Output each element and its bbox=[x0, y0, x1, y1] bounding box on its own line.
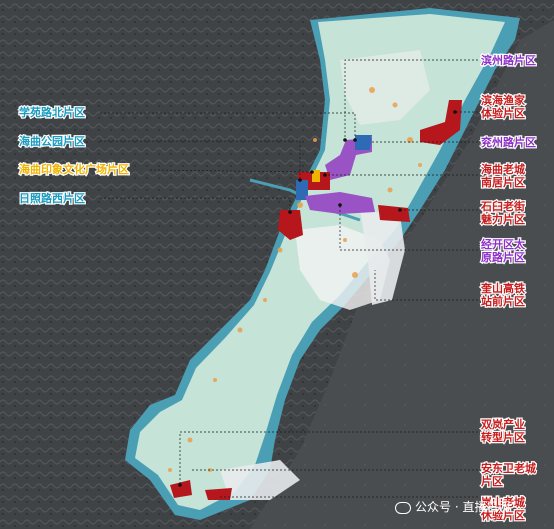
label-fishing-village: 滨海渔家 体验片区 bbox=[480, 93, 526, 121]
label-haiqu-park: 海曲公园片区 bbox=[18, 134, 86, 149]
watermark-text: 公众号 · 直播日照 bbox=[415, 500, 511, 514]
district-culture-plaza bbox=[312, 170, 320, 182]
district-haiqu-park bbox=[296, 180, 308, 200]
label-kuishan-station: 奎山高铁 站前片区 bbox=[480, 281, 526, 309]
district-shijiu-street bbox=[378, 205, 410, 222]
label-rizhao-road-west: 日照路西片区 bbox=[18, 191, 86, 206]
wechat-icon bbox=[395, 501, 411, 514]
label-xueyuan-road-north: 学苑路北片区 bbox=[18, 105, 86, 120]
label-haiqu-old-south: 海曲老城 南居片区 bbox=[480, 162, 526, 190]
label-binzhou-road: 滨州路片区 bbox=[480, 53, 537, 68]
connector-dots bbox=[178, 110, 457, 487]
district-rizhao-west bbox=[278, 210, 303, 240]
district-xueyuan-road bbox=[355, 135, 372, 150]
label-shijiu-street: 石臼老街 魅力片区 bbox=[480, 199, 526, 227]
label-shuanglan-industry: 双岚产业 转型片区 bbox=[480, 417, 526, 445]
development-dots bbox=[168, 87, 422, 472]
north-urban bbox=[340, 50, 430, 125]
label-lanshan-old-town: 岚山老城 休验片区 bbox=[480, 495, 526, 523]
label-andongwei-old-town: 安东卫老城 片区 bbox=[480, 461, 537, 489]
district-lanshan bbox=[205, 488, 232, 500]
label-taiyuan-road: 经开区太 原路片区 bbox=[480, 237, 526, 265]
port-area bbox=[360, 210, 405, 305]
leader-lines bbox=[100, 59, 478, 498]
label-haiqu-culture-plaza: 海曲印象文化广场片区 bbox=[18, 162, 130, 177]
district-fishing-village bbox=[420, 100, 462, 145]
district-taiyuan-road bbox=[305, 192, 375, 214]
district-andongwei bbox=[170, 480, 192, 498]
sea-area bbox=[250, 20, 554, 529]
label-yanzhou-road: 兖州路片区 bbox=[480, 135, 537, 150]
watermark: 公众号 · 直播日照 bbox=[395, 498, 510, 515]
